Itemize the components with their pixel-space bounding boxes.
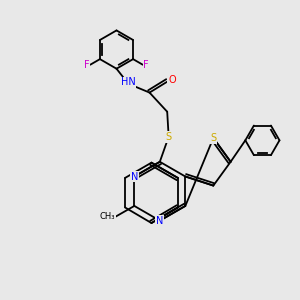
Text: N: N	[130, 172, 138, 182]
Text: HN: HN	[121, 77, 136, 87]
Text: S: S	[166, 132, 172, 142]
Text: S: S	[210, 133, 216, 143]
Text: CH₃: CH₃	[100, 212, 115, 221]
Text: O: O	[168, 75, 176, 85]
Text: F: F	[84, 60, 89, 70]
Text: F: F	[143, 60, 149, 70]
Text: N: N	[156, 216, 164, 226]
